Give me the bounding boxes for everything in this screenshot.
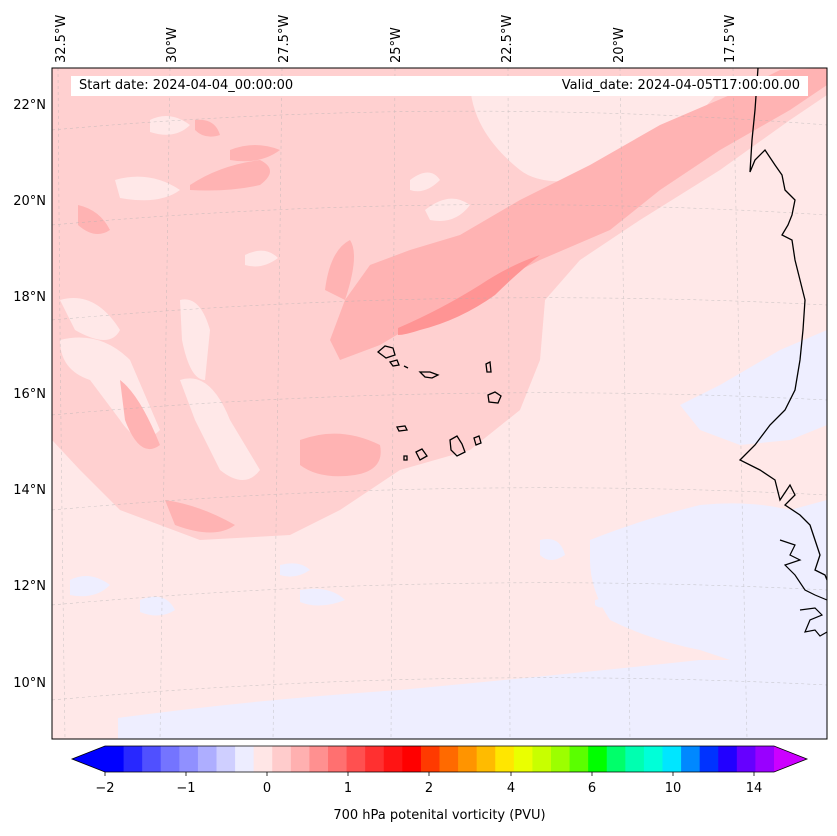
lat-label: 16°N — [13, 387, 46, 402]
colorbar-segment — [569, 746, 589, 772]
colorbar-segment — [439, 746, 459, 772]
colorbar-segment — [272, 746, 292, 772]
date-banner: Start date: 2024-04-04_00:00:00 Valid_da… — [71, 76, 808, 96]
colorbar-segment — [365, 746, 385, 772]
colorbar-segment — [532, 746, 552, 772]
colorbar-segment — [346, 746, 366, 772]
lat-label: 14°N — [13, 483, 46, 498]
colorbar-segment — [513, 746, 533, 772]
pv-medium-region — [330, 68, 827, 360]
lon-label: 27.5°W — [277, 14, 292, 63]
colorbar-segment — [253, 746, 273, 772]
lat-label: 10°N — [13, 676, 46, 691]
colorbar-tick-label: 0 — [262, 781, 272, 796]
lon-label: 22.5°W — [500, 14, 515, 63]
colorbar-segment — [402, 746, 422, 772]
colorbar-segment — [179, 746, 199, 772]
colorbar-segment — [328, 746, 348, 772]
colorbar-segment — [476, 746, 496, 772]
cape-verde-islands — [376, 345, 502, 461]
colorbar-segment — [625, 746, 645, 772]
colorbar-segment — [588, 746, 608, 772]
colorbar-segment — [383, 746, 403, 772]
colorbar-segment — [290, 746, 310, 772]
colorbar-segment — [160, 746, 180, 772]
lat-label: 22°N — [13, 98, 46, 113]
pv-strong-core — [398, 255, 540, 335]
colorbar-tick-label: −1 — [176, 781, 196, 796]
lon-label: 30°W — [165, 27, 180, 63]
colorbar-title: 700 hPa potenital vorticity (PVU) — [333, 808, 546, 823]
lon-label: 25°W — [389, 27, 404, 63]
lat-label: 12°N — [13, 579, 46, 594]
lat-label: 20°N — [13, 194, 46, 209]
colorbar-under-extension — [72, 746, 105, 772]
colorbar-segment — [551, 746, 571, 772]
colorbar-tick-label: 14 — [745, 781, 763, 796]
colorbar-segment — [123, 746, 143, 772]
colorbar-tick-label: 4 — [506, 781, 516, 796]
colorbar-segment — [736, 746, 756, 772]
colorbar-tick-label: −2 — [95, 781, 115, 796]
lon-label: 17.5°W — [723, 14, 738, 63]
colorbar-tick-label: 6 — [587, 781, 597, 796]
start-date: Start date: 2024-04-04_00:00:00 — [79, 78, 294, 93]
colorbar-segment — [755, 746, 775, 772]
colorbar — [70, 745, 809, 776]
graticule — [51, 67, 828, 740]
colorbar-tick-label: 2 — [424, 781, 434, 796]
colorbar-segment — [606, 746, 626, 772]
colorbar-segment — [495, 746, 515, 772]
colorbar-segment — [662, 746, 682, 772]
colorbar-segment — [458, 746, 478, 772]
colorbar-segment — [142, 746, 162, 772]
lon-label: 32.5°W — [54, 14, 69, 63]
colorbar-segment — [216, 746, 236, 772]
colorbar-segment — [681, 746, 701, 772]
pv-pale-patch — [60, 76, 720, 481]
map-frame — [51, 67, 828, 740]
colorbar-segment — [699, 746, 719, 772]
lon-label: 20°W — [612, 27, 627, 63]
valid-date: Valid_date: 2024-04-05T17:00:00.00 — [561, 78, 800, 93]
colorbar-tick-label: 1 — [343, 781, 353, 796]
colorbar-segment — [420, 746, 440, 772]
colorbar-segment — [643, 746, 663, 772]
colorbar-segment — [309, 746, 329, 772]
colorbar-segment — [718, 746, 738, 772]
lat-label: 18°N — [13, 290, 46, 305]
colorbar-tick-label: 10 — [664, 781, 682, 796]
africa-coastline — [738, 67, 828, 581]
colorbar-segment — [197, 746, 217, 772]
colorbar-segment — [235, 746, 255, 772]
colorbar-segment — [105, 746, 125, 772]
senegal-gambia-coast — [779, 539, 828, 637]
colorbar-over-extension — [774, 746, 807, 772]
pv-negative-region — [70, 330, 827, 739]
